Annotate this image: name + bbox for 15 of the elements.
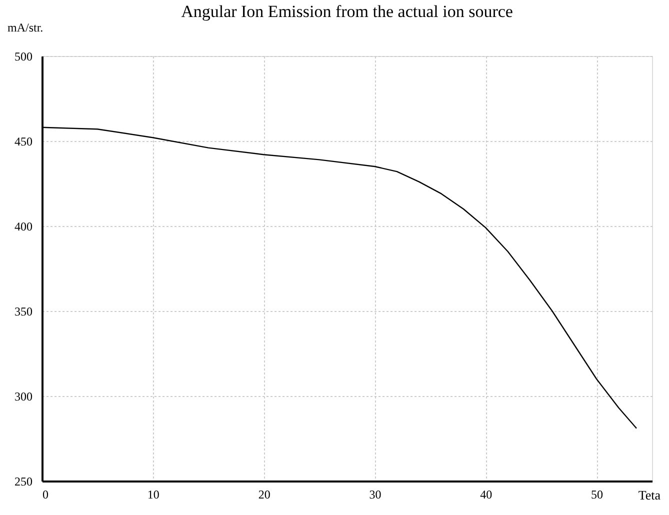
y-tick-label: 450 [14,134,32,148]
chart-title: Angular Ion Emission from the actual ion source [181,2,513,21]
y-tick-label: 300 [14,390,32,404]
x-tick-label: 20 [258,488,270,502]
y-tick-label: 350 [14,304,32,318]
y-axis-title: mA/str. [8,20,44,34]
y-tick-label: 500 [14,50,32,64]
y-tick-label: 250 [14,474,32,488]
y-tick-label: 400 [14,220,32,234]
x-tick-label: 30 [369,488,382,502]
x-axis-title: Teta [638,488,661,502]
x-tick-label: 50 [591,488,604,502]
x-tick-label: 0 [42,488,48,502]
x-tick-label: 40 [480,488,492,502]
x-tick-label: 10 [147,488,160,502]
